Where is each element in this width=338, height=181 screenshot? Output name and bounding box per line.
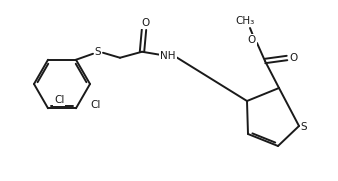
Text: O: O xyxy=(248,35,256,45)
Text: S: S xyxy=(95,47,101,57)
Text: Cl: Cl xyxy=(90,100,100,110)
Text: S: S xyxy=(301,122,307,132)
Text: NH: NH xyxy=(160,51,176,61)
Text: O: O xyxy=(290,53,298,63)
Text: CH₃: CH₃ xyxy=(235,16,255,26)
Text: Cl: Cl xyxy=(54,95,64,105)
Text: O: O xyxy=(142,18,150,28)
